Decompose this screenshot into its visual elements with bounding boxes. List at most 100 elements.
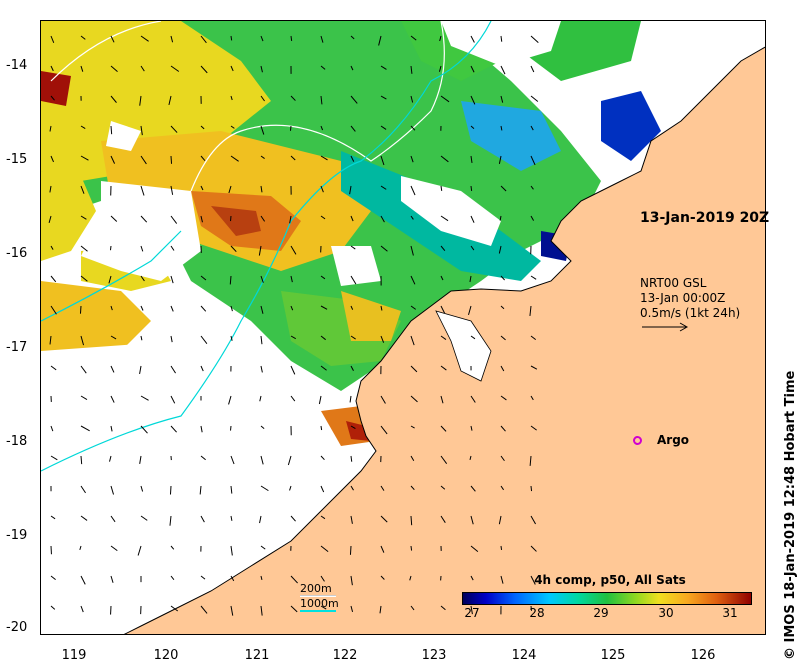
current-vector <box>140 245 144 252</box>
current-vector <box>80 515 88 521</box>
colorbar-tick: 27 <box>464 606 480 620</box>
current-vector <box>290 515 296 522</box>
current-vector <box>50 515 56 520</box>
colorbar-tick: 30 <box>658 606 674 620</box>
current-vector <box>350 155 355 162</box>
y-tick-label: -15 <box>6 152 28 167</box>
current-vector <box>410 125 416 131</box>
current-vector <box>200 275 207 281</box>
current-vector <box>529 305 532 316</box>
no-data-gaps <box>41 21 561 634</box>
current-vector <box>380 545 385 553</box>
current-vector <box>290 245 297 255</box>
argo-label: Argo <box>657 433 690 447</box>
current-vector <box>80 395 88 401</box>
current-vector <box>440 515 446 523</box>
current-vector <box>170 125 178 133</box>
current-vector <box>530 185 534 190</box>
current-vector <box>50 455 58 461</box>
current-vector <box>230 125 235 129</box>
current-vector <box>110 425 113 432</box>
current-vector <box>469 455 472 461</box>
argo-float-icon[interactable] <box>633 436 642 445</box>
current-vector <box>440 365 447 371</box>
current-vector <box>410 245 414 256</box>
current-vector <box>48 215 52 223</box>
current-vector <box>470 605 473 615</box>
current-vector <box>320 95 323 105</box>
current-vector <box>439 35 442 42</box>
current-vector <box>80 215 87 220</box>
current-vector <box>230 485 233 494</box>
current-vector <box>500 305 505 310</box>
current-vector <box>289 125 292 131</box>
y-tick-label: -17 <box>6 340 28 355</box>
current-vector <box>49 335 52 345</box>
current-vector <box>500 95 504 103</box>
current-vector <box>500 545 503 551</box>
current-vector <box>260 35 264 42</box>
current-vector <box>50 575 56 581</box>
current-vector <box>440 485 446 490</box>
current-vector <box>530 65 535 73</box>
current-vector <box>230 245 237 253</box>
current-vector <box>230 515 233 521</box>
current-vector <box>440 335 447 340</box>
current-vector <box>110 35 115 43</box>
current-vector <box>410 35 417 41</box>
current-vector <box>320 485 325 493</box>
current-vector <box>50 365 57 371</box>
current-vector <box>170 575 175 581</box>
current-vector <box>170 155 173 164</box>
x-tick-label: 125 <box>600 648 626 663</box>
current-vector <box>110 545 118 552</box>
current-vector <box>140 305 144 311</box>
current-vector <box>350 515 353 524</box>
current-vector <box>500 395 507 401</box>
map-canvas[interactable] <box>41 21 766 635</box>
current-vector <box>200 515 205 523</box>
current-vector <box>170 425 177 433</box>
current-vector <box>140 35 149 42</box>
current-vector <box>410 425 415 429</box>
current-vector <box>320 215 326 220</box>
current-vector <box>200 65 208 74</box>
current-vector <box>470 95 476 105</box>
current-vector <box>260 95 265 102</box>
current-vector <box>469 275 472 283</box>
current-vector <box>380 575 385 580</box>
current-vector <box>470 335 476 340</box>
current-vector <box>440 155 449 163</box>
current-vector <box>80 185 85 194</box>
current-vector <box>470 125 475 130</box>
current-vector <box>260 185 263 193</box>
contour-200m-label: 200m <box>300 582 332 595</box>
current-vector <box>287 455 292 466</box>
current-vector <box>380 215 385 223</box>
current-vector <box>350 215 354 222</box>
current-vector <box>140 215 148 223</box>
current-vector <box>378 35 382 46</box>
current-vector <box>290 335 296 340</box>
current-vector <box>80 275 88 282</box>
current-vector <box>530 215 535 221</box>
contour-1000m-line <box>300 610 336 612</box>
current-vector <box>50 425 54 432</box>
current-vector <box>230 575 235 582</box>
current-vector <box>320 185 324 193</box>
current-vector <box>498 155 502 165</box>
current-vector <box>410 275 416 285</box>
map-frame[interactable] <box>40 20 766 635</box>
current-vector <box>230 155 239 162</box>
current-vector <box>230 545 233 556</box>
current-vector <box>440 95 450 103</box>
current-vector <box>500 125 503 131</box>
current-vector <box>140 515 148 521</box>
current-vector <box>350 125 356 132</box>
current-vector <box>170 35 174 43</box>
current-vector <box>380 335 385 343</box>
current-vectors <box>48 35 539 616</box>
current-vector <box>440 185 443 191</box>
current-vector <box>470 395 476 403</box>
current-vector <box>139 455 142 464</box>
